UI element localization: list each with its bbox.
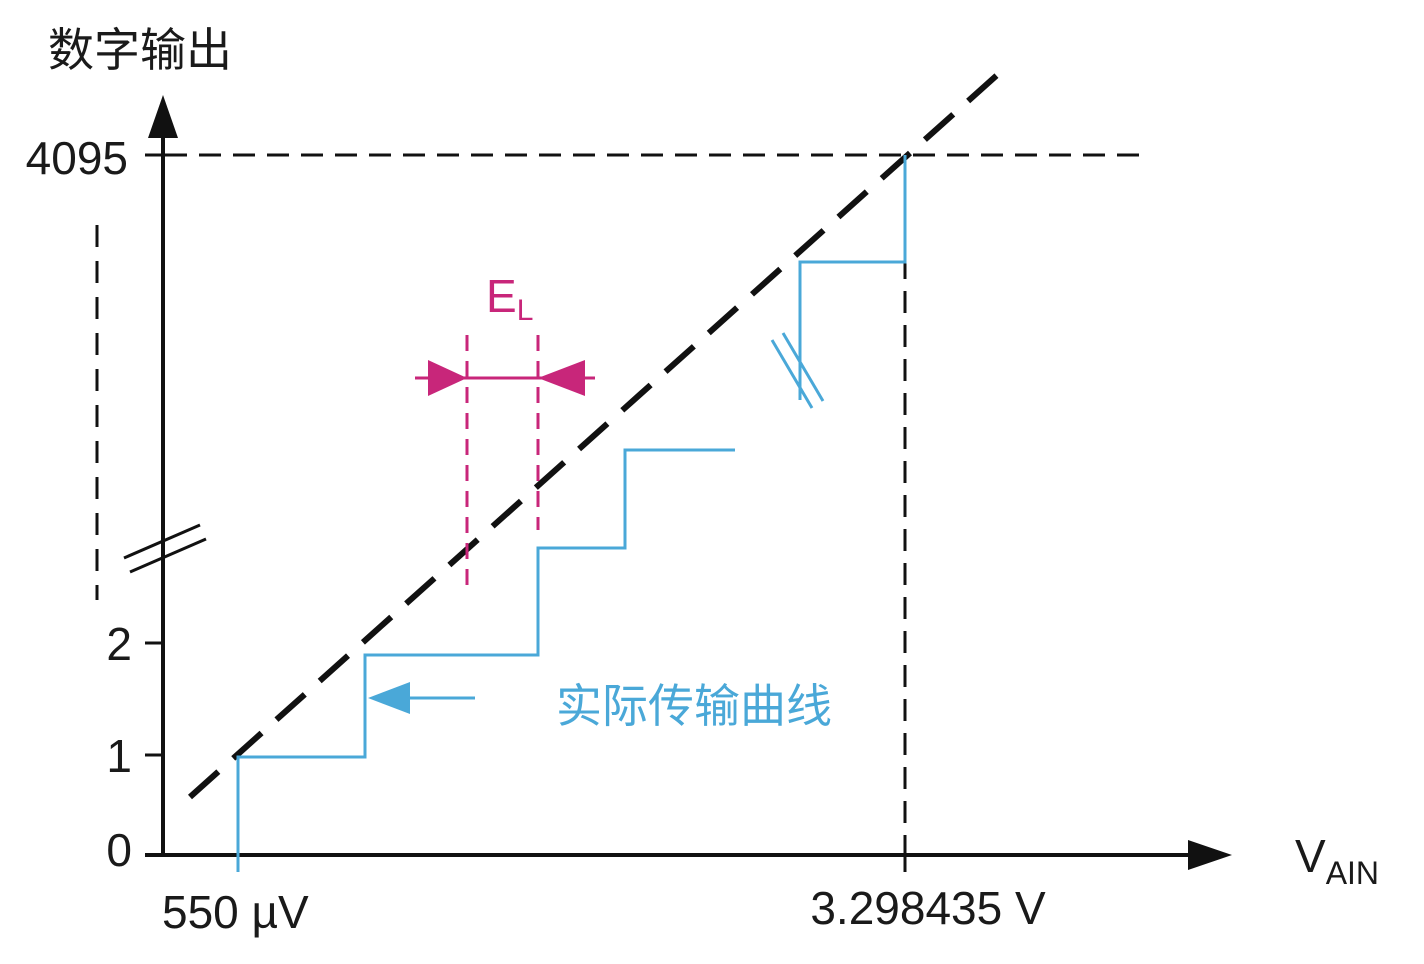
ideal-line (187, 65, 1008, 800)
error-label-main: E (486, 270, 517, 322)
x-tick-label: 3.298435 V (810, 882, 1046, 934)
x-axis-label-sub: AIN (1326, 855, 1379, 891)
error-arrow (428, 360, 467, 396)
y-tick-label: 4095 (26, 132, 128, 184)
error-label-sub: L (517, 294, 534, 327)
y-tick-label: 2 (106, 618, 132, 670)
actual-curve (798, 155, 907, 400)
y-tick-label: 1 (106, 730, 132, 782)
y-tick-label: 0 (106, 824, 132, 876)
x-axis-label: VAIN (1295, 830, 1379, 891)
x-axis-arrow (1188, 840, 1232, 870)
curve-break (770, 332, 825, 409)
x-axis-label-main: V (1295, 830, 1326, 882)
y-axis-arrow (148, 95, 178, 138)
actual-curve (236, 448, 735, 872)
curve-label: 实际传输曲线 (556, 680, 832, 732)
x-tick-label: 550 µV (162, 886, 309, 938)
axis-break (123, 523, 207, 574)
curve-pointer-head (368, 682, 410, 714)
ticks (145, 153, 907, 872)
y-axis-label: 数字输出 (48, 24, 232, 76)
error-arrow (538, 360, 585, 396)
error-guides (465, 335, 540, 595)
error-label: EL (486, 270, 533, 327)
